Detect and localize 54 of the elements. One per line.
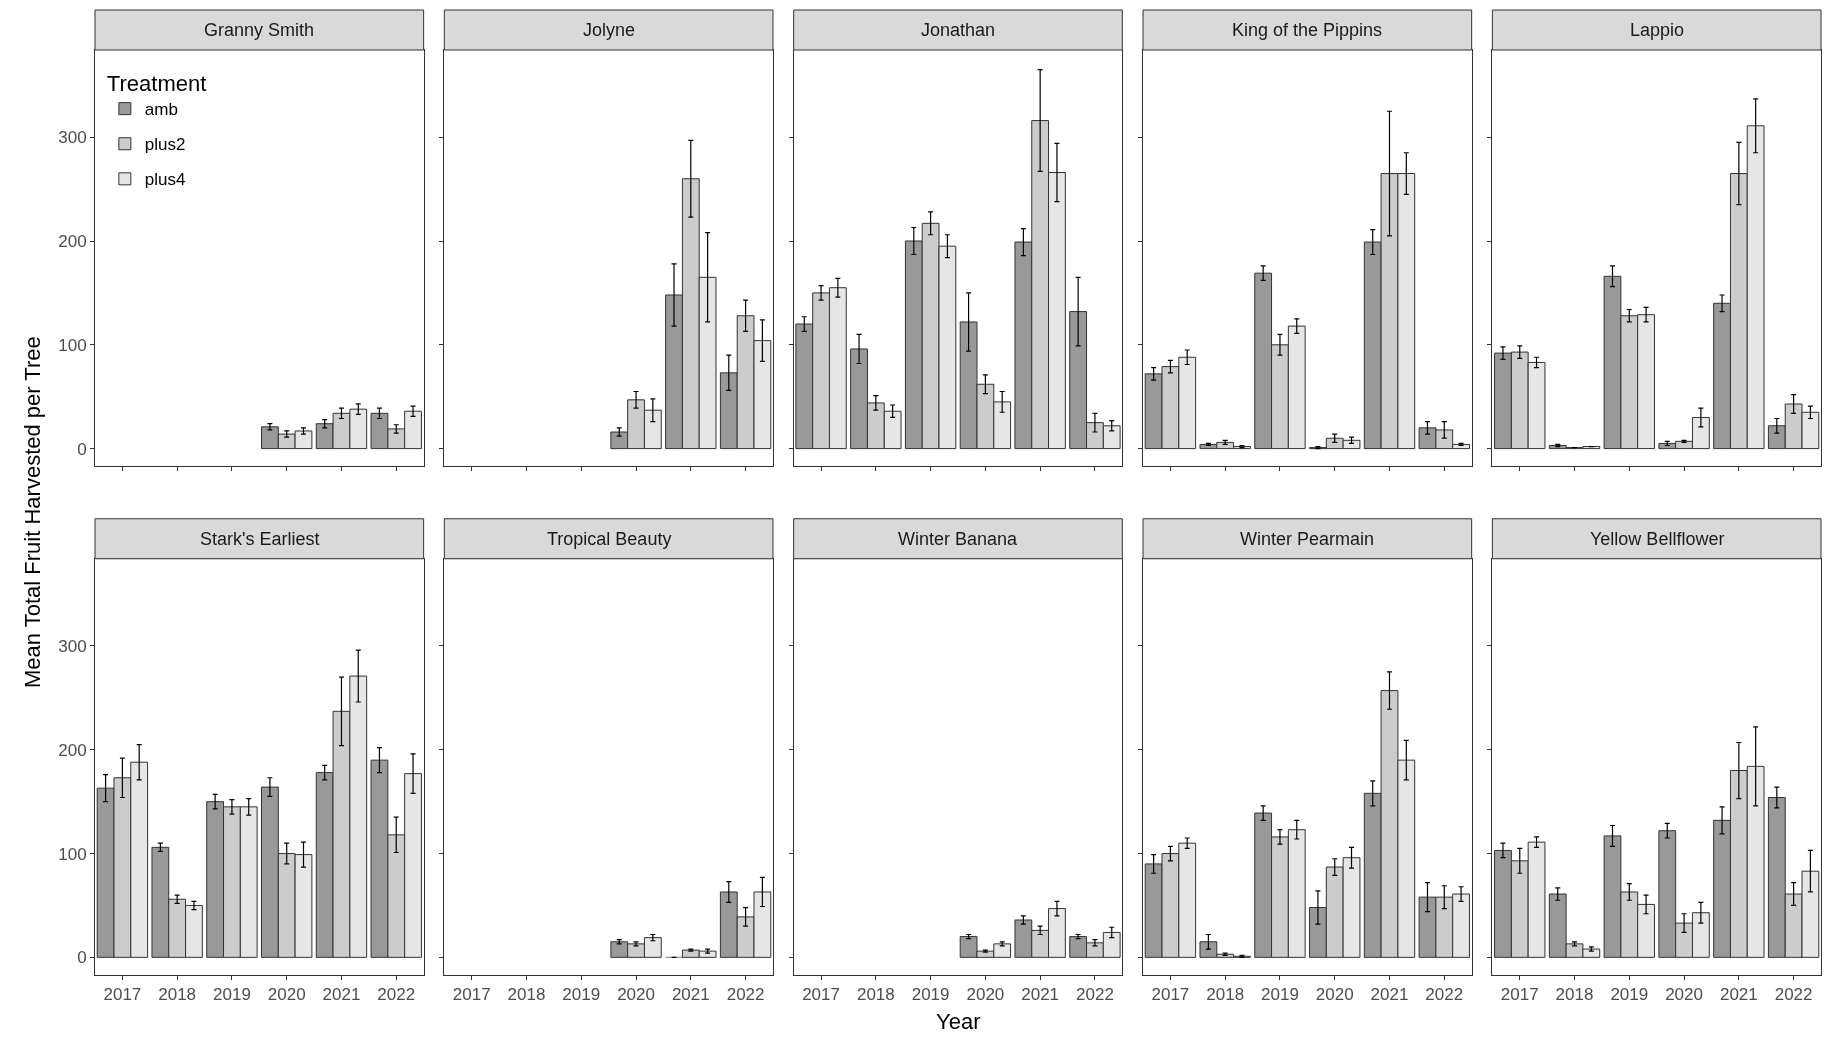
- x-tick-label: 2020: [1665, 985, 1703, 1005]
- chart-title: Jolyne: [583, 20, 636, 40]
- x-tick-label: 2017: [103, 985, 142, 1005]
- x-tick-label: 2017: [452, 985, 491, 1005]
- x-tick-label: 2022: [1076, 985, 1114, 1005]
- x-tick-label: 2021: [1021, 985, 1060, 1005]
- chart-title: Granny Smith: [204, 20, 315, 40]
- chart-title: King of the Pippins: [1232, 20, 1383, 40]
- x-tick-label: 2020: [267, 985, 306, 1005]
- y-tick-label: 100: [58, 335, 87, 355]
- x-tick-label: 2018: [507, 985, 546, 1005]
- y-tick-label: 200: [58, 231, 87, 251]
- x-tick-label: 2021: [1719, 985, 1758, 1005]
- x-tick-label: 2017: [1151, 985, 1190, 1005]
- x-tick-label: 2019: [911, 985, 950, 1005]
- x-tick-label: 2017: [802, 985, 840, 1005]
- x-tick-label: 2022: [726, 985, 765, 1005]
- chart-title: Lappio: [1630, 20, 1685, 40]
- x-tick-label: 2022: [1425, 985, 1464, 1005]
- chart-title: Winter Pearmain: [1240, 529, 1375, 549]
- y-tick-label: 200: [58, 740, 87, 760]
- chart-title: Winter Banana: [898, 529, 1019, 549]
- chart-title: Jonathan: [921, 20, 996, 40]
- y-axis-title: Mean Total Fruit Harvested per Tree: [20, 336, 45, 688]
- chart-title: Yellow Bellflower: [1590, 529, 1725, 549]
- x-tick-label: 2019: [562, 985, 601, 1005]
- x-tick-label: 2022: [1774, 985, 1813, 1005]
- x-tick-label: 2020: [617, 985, 655, 1005]
- x-tick-label: 2019: [213, 985, 251, 1005]
- x-tick-label: 2022: [377, 985, 416, 1005]
- x-axis-title: Year: [936, 1009, 981, 1034]
- x-tick-label: 2021: [671, 985, 710, 1005]
- x-tick-label: 2020: [1315, 985, 1354, 1005]
- x-tick-label: 2018: [856, 985, 895, 1005]
- x-tick-label: 2017: [1500, 985, 1539, 1005]
- chart-title: Tropical Beauty: [547, 529, 672, 549]
- x-tick-label: 2019: [1261, 985, 1299, 1005]
- legend-title: Treatment: [106, 71, 207, 97]
- x-tick-label: 2018: [1555, 985, 1594, 1005]
- legend-label: plus2: [144, 135, 186, 155]
- y-tick-label: 100: [58, 844, 87, 864]
- x-tick-label: 2021: [1370, 985, 1409, 1005]
- x-tick-label: 2020: [966, 985, 1005, 1005]
- x-tick-label: 2021: [322, 985, 361, 1005]
- x-tick-label: 2019: [1610, 985, 1649, 1005]
- y-tick-label: 300: [58, 636, 87, 656]
- y-tick-label: 0: [77, 948, 87, 968]
- legend-label: plus4: [144, 170, 186, 190]
- y-tick-label: 300: [58, 128, 87, 148]
- legend-label: amb: [144, 100, 178, 120]
- x-tick-label: 2018: [158, 985, 197, 1005]
- x-tick-label: 2018: [1206, 985, 1245, 1005]
- chart-title: Stark's Earliest: [200, 529, 320, 549]
- y-tick-label: 0: [77, 439, 87, 459]
